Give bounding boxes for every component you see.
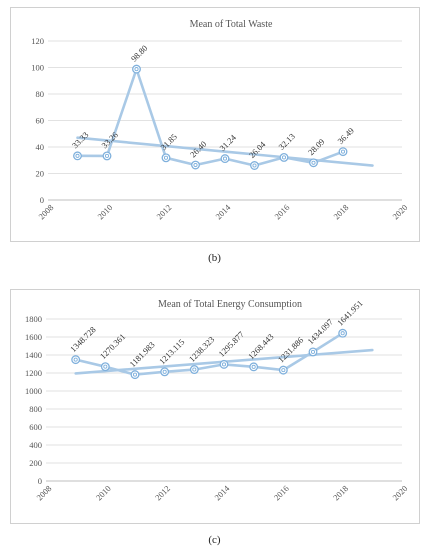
waste-chart: Mean of Total Waste 0 20 40 60 80 100 120 2008 20… bbox=[31, 19, 409, 222]
data-point bbox=[161, 153, 171, 163]
series-line bbox=[75, 332, 344, 376]
y-tick-label: 80 bbox=[36, 89, 45, 99]
data-label: 1238.323 bbox=[187, 334, 217, 364]
data-label: 1641.951 bbox=[335, 298, 365, 328]
data-point bbox=[250, 161, 259, 170]
x-tick-label: 2012 bbox=[154, 202, 173, 221]
x-tick-label: 2010 bbox=[94, 483, 113, 502]
data-point bbox=[249, 362, 259, 372]
x-tick-label: 2018 bbox=[331, 202, 350, 221]
x-tick-label: 2016 bbox=[272, 202, 291, 221]
y-tick-label: 1400 bbox=[25, 350, 42, 360]
data-point bbox=[338, 328, 348, 338]
x-tick-label: 2016 bbox=[272, 483, 291, 502]
y-tick-label: 60 bbox=[36, 116, 45, 126]
data-label: 1213.115 bbox=[157, 337, 186, 366]
data-label: 98.80 bbox=[129, 43, 150, 64]
data-point bbox=[71, 355, 81, 365]
data-point bbox=[132, 64, 141, 74]
data-label: 36.49 bbox=[335, 125, 356, 146]
x-tick-label: 2008 bbox=[36, 202, 55, 221]
figure-label-b: (b) bbox=[208, 252, 221, 264]
data-point bbox=[100, 362, 110, 372]
x-tick-label: 2012 bbox=[153, 483, 172, 502]
data-label: 1181.983 bbox=[127, 340, 156, 369]
data-point bbox=[130, 370, 140, 380]
y-tick-label: 20 bbox=[36, 169, 45, 179]
data-label: 32.13 bbox=[276, 131, 297, 152]
data-point bbox=[102, 151, 112, 161]
data-label: 1270.361 bbox=[98, 331, 128, 361]
data-label: 1295.877 bbox=[216, 329, 246, 359]
data-point bbox=[309, 158, 318, 168]
figure-label-c: (c) bbox=[208, 534, 221, 546]
series-line bbox=[77, 67, 344, 167]
data-label: 31.85 bbox=[158, 132, 179, 153]
data-point bbox=[73, 151, 82, 161]
data-point bbox=[338, 147, 348, 157]
y-tick-label: 200 bbox=[29, 458, 42, 468]
chart-panel-energy: Mean of Total Energy Consumption 0 200 400 6… bbox=[10, 289, 420, 524]
data-point bbox=[219, 359, 229, 369]
x-tick-label: 2018 bbox=[331, 483, 350, 502]
trendline bbox=[76, 136, 374, 167]
x-tick-label: 2014 bbox=[212, 483, 232, 503]
x-tick-label: 2008 bbox=[34, 483, 53, 502]
x-tick-label: 2020 bbox=[390, 202, 409, 221]
y-tick-label: 800 bbox=[29, 404, 42, 414]
data-label: 1348.728 bbox=[68, 324, 98, 354]
x-tick-label: 2010 bbox=[95, 202, 114, 221]
x-tick-label: 2014 bbox=[213, 202, 233, 222]
y-tick-label: 400 bbox=[29, 440, 42, 450]
y-tick-label: 1200 bbox=[25, 368, 42, 378]
data-point bbox=[308, 347, 318, 357]
y-tick-label: 1000 bbox=[25, 386, 42, 396]
y-tick-label: 600 bbox=[29, 422, 42, 432]
data-point bbox=[160, 367, 170, 377]
y-tick-label: 1600 bbox=[25, 332, 42, 342]
data-point bbox=[279, 152, 289, 162]
y-tick-label: 40 bbox=[36, 142, 45, 152]
data-label: 26.04 bbox=[247, 139, 268, 160]
energy-chart: Mean of Total Energy Consumption 0 200 400 6… bbox=[25, 298, 409, 503]
data-point bbox=[189, 365, 199, 375]
y-tick-label: 100 bbox=[31, 63, 44, 73]
chart-title: Mean of Total Waste bbox=[190, 19, 273, 30]
y-tick-label: 0 bbox=[38, 476, 42, 486]
data-point bbox=[220, 154, 230, 164]
chart-title: Mean of Total Energy Consumption bbox=[158, 299, 302, 310]
y-tick-label: 1800 bbox=[25, 314, 42, 324]
data-point bbox=[191, 160, 200, 170]
data-label: 31.24 bbox=[217, 132, 238, 153]
data-point bbox=[278, 365, 288, 375]
chart-panel-waste: Mean of Total Waste 0 20 40 60 80 100 120 2008 20… bbox=[10, 7, 420, 242]
y-tick-label: 120 bbox=[31, 36, 44, 46]
y-tick-label: 0 bbox=[40, 195, 44, 205]
x-tick-label: 2020 bbox=[390, 483, 409, 502]
